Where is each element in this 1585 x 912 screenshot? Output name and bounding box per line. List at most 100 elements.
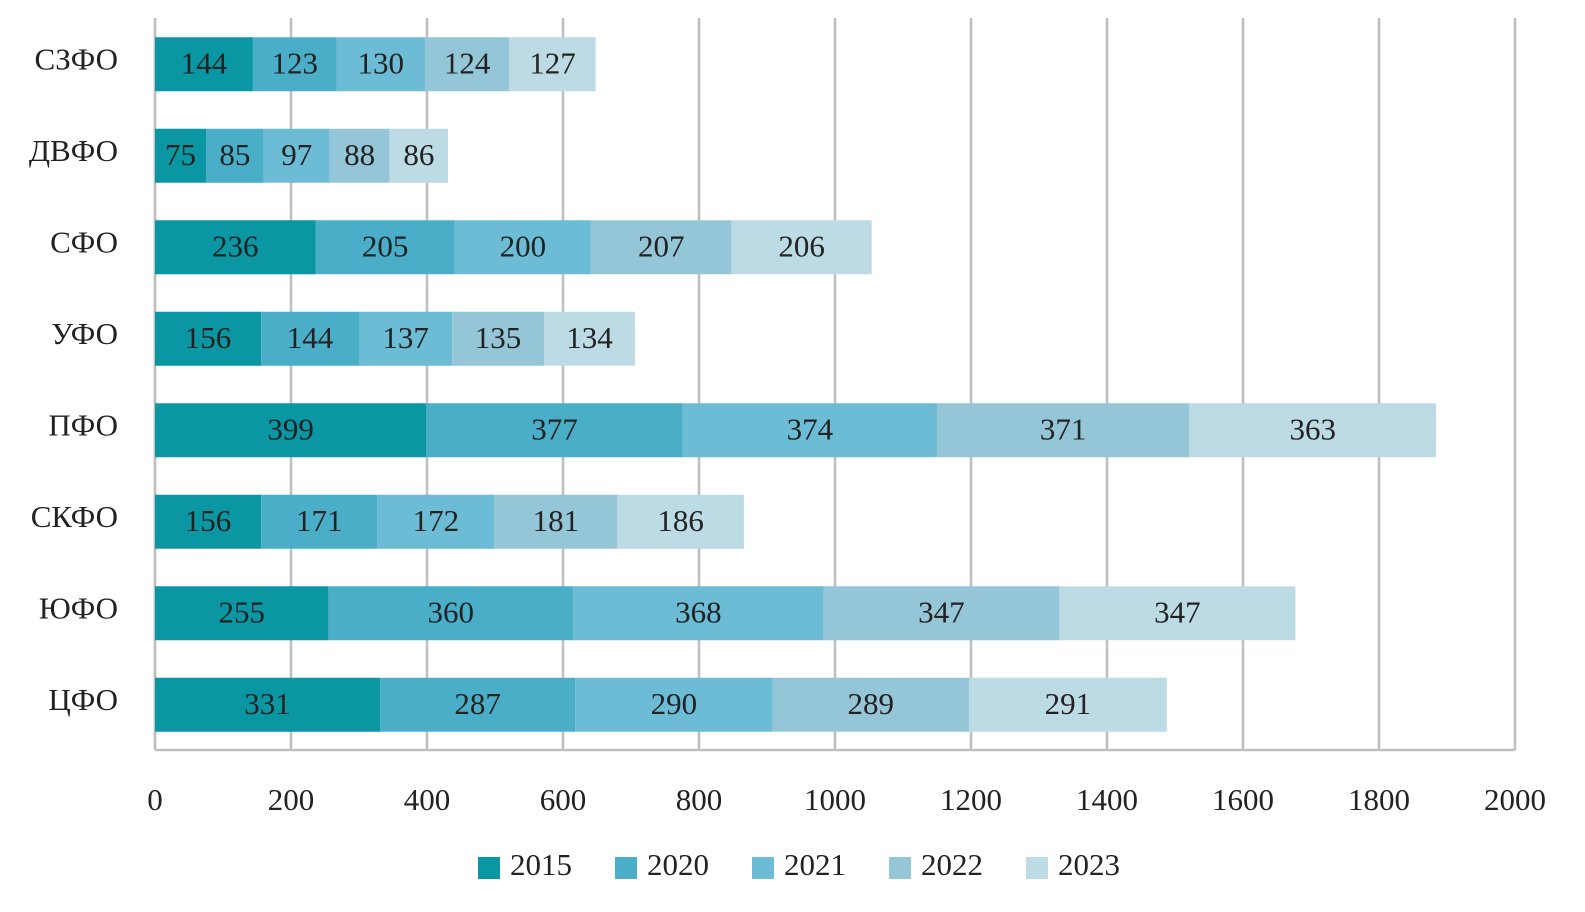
bar-segment xyxy=(329,128,390,183)
data-label: 127 xyxy=(529,45,576,80)
bar-segment xyxy=(426,403,683,458)
data-label: 130 xyxy=(358,45,405,80)
legend-label: 2015 xyxy=(510,847,572,882)
data-label: 331 xyxy=(244,686,291,721)
bar-segment xyxy=(155,128,206,183)
y-tick-label: ДВФО xyxy=(29,133,118,168)
data-label: 75 xyxy=(165,137,196,172)
data-label: 368 xyxy=(675,594,722,629)
x-tick-label: 1200 xyxy=(940,782,1002,817)
bar-segment xyxy=(377,494,495,549)
x-tick-label: 600 xyxy=(540,782,587,817)
data-label: 134 xyxy=(566,320,613,355)
legend-swatch xyxy=(478,857,500,879)
bar-segment xyxy=(452,311,544,366)
bar-segment xyxy=(155,494,262,549)
x-tick-label: 400 xyxy=(404,782,451,817)
bar-segment xyxy=(155,586,329,641)
bar-segment xyxy=(937,403,1190,458)
data-label: 377 xyxy=(531,411,578,446)
data-label: 144 xyxy=(181,45,228,80)
data-label: 371 xyxy=(1040,411,1087,446)
data-label: 200 xyxy=(500,228,547,263)
legend-swatch xyxy=(615,857,637,879)
data-label: 205 xyxy=(362,228,409,263)
bar-segment xyxy=(261,494,378,549)
data-label: 287 xyxy=(454,686,501,721)
bar-segment xyxy=(1059,586,1296,641)
data-label: 207 xyxy=(638,228,685,263)
bar-segment xyxy=(772,677,969,732)
y-tick-label: ЮФО xyxy=(39,590,118,625)
data-label: 171 xyxy=(296,503,343,538)
x-tick-label: 2000 xyxy=(1484,782,1546,817)
y-tick-label: СЗФО xyxy=(35,41,118,76)
data-label: 88 xyxy=(344,137,375,172)
legend-swatch xyxy=(889,857,911,879)
bar-segment xyxy=(617,494,744,549)
bar-segment xyxy=(573,586,824,641)
data-label: 186 xyxy=(657,503,704,538)
bar-segment xyxy=(590,220,732,275)
data-label: 291 xyxy=(1045,686,1092,721)
legend-label: 2023 xyxy=(1058,847,1120,882)
y-tick-label: СКФО xyxy=(31,499,118,534)
data-label: 137 xyxy=(382,320,429,355)
y-tick-label: ПФО xyxy=(48,407,118,442)
data-label: 172 xyxy=(413,503,460,538)
data-label: 86 xyxy=(403,137,434,172)
bar-segment xyxy=(206,128,264,183)
bar-segment xyxy=(454,220,591,275)
x-tick-label: 1800 xyxy=(1348,782,1410,817)
bar-segment xyxy=(389,128,449,183)
y-tick-label: УФО xyxy=(51,316,118,351)
bar-segment xyxy=(359,311,453,366)
data-label: 97 xyxy=(281,137,312,172)
bar-segment xyxy=(424,37,510,92)
data-label: 363 xyxy=(1289,411,1336,446)
bar-segment xyxy=(682,403,937,458)
bar-segment xyxy=(155,37,253,92)
bar-segment xyxy=(1189,403,1437,458)
legend-swatch xyxy=(1026,857,1048,879)
data-label: 347 xyxy=(918,594,965,629)
data-label: 156 xyxy=(185,503,232,538)
data-label: 181 xyxy=(533,503,580,538)
data-label: 123 xyxy=(271,45,318,80)
data-label: 347 xyxy=(1154,594,1201,629)
bar-segment xyxy=(380,677,576,732)
bar-segment xyxy=(494,494,618,549)
bar-segment xyxy=(261,311,359,366)
bar-segment xyxy=(575,677,773,732)
x-tick-label: 0 xyxy=(147,782,163,817)
legend-label: 2022 xyxy=(921,847,983,882)
data-label: 85 xyxy=(219,137,250,172)
legend-swatch xyxy=(752,857,774,879)
data-label: 135 xyxy=(475,320,522,355)
data-label: 255 xyxy=(218,594,265,629)
bar-segment xyxy=(252,37,337,92)
data-label: 399 xyxy=(267,411,314,446)
data-label: 374 xyxy=(787,411,834,446)
x-tick-label: 1600 xyxy=(1212,782,1274,817)
data-label: 360 xyxy=(428,594,475,629)
bar-segment xyxy=(509,37,596,92)
bar-segment xyxy=(155,220,316,275)
data-label: 144 xyxy=(287,320,334,355)
bar-segment xyxy=(823,586,1060,641)
data-label: 124 xyxy=(444,45,491,80)
bar-segment xyxy=(155,311,262,366)
data-label: 156 xyxy=(185,320,232,355)
bar-segment xyxy=(315,220,455,275)
legend-label: 2021 xyxy=(784,847,846,882)
x-tick-label: 1000 xyxy=(804,782,866,817)
x-tick-label: 800 xyxy=(676,782,723,817)
bar-segment xyxy=(543,311,636,366)
data-label: 206 xyxy=(778,228,825,263)
x-tick-label: 200 xyxy=(268,782,315,817)
data-label: 289 xyxy=(847,686,894,721)
legend-label: 2020 xyxy=(647,847,709,882)
bar-segment xyxy=(968,677,1167,732)
bar-segment xyxy=(263,128,330,183)
